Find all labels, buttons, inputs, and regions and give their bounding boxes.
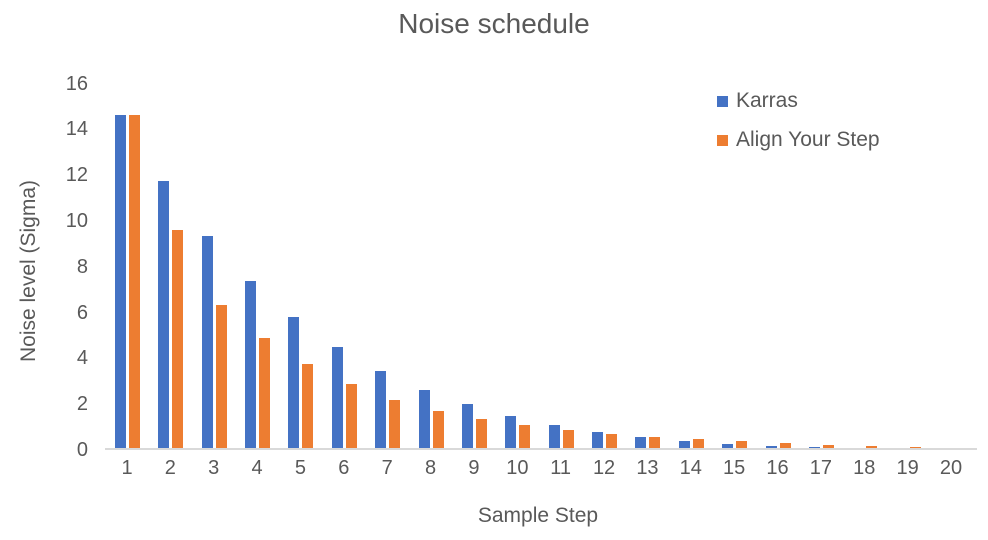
bar-karras-step-8 bbox=[418, 389, 430, 450]
bar-align-your-step-step-17 bbox=[822, 444, 834, 450]
karras-series-swatch-icon bbox=[717, 95, 728, 107]
bar-align-your-step-step-13 bbox=[649, 437, 661, 450]
bar-karras-step-16 bbox=[765, 445, 777, 450]
x-tick-label-16: 16 bbox=[766, 457, 789, 479]
bar-karras-step-4 bbox=[245, 280, 257, 450]
legend: Karras Align Your Step bbox=[717, 89, 880, 168]
legend-item-karras: Karras bbox=[717, 89, 880, 112]
bar-karras-step-7 bbox=[375, 370, 387, 450]
x-tick-label-11: 11 bbox=[550, 457, 572, 479]
x-tick-label-20: 20 bbox=[939, 457, 963, 479]
bar-karras-step-2 bbox=[158, 181, 170, 450]
x-tick-label-12: 12 bbox=[592, 457, 616, 479]
bar-align-your-step-step-10 bbox=[519, 425, 531, 450]
bar-karras-step-1 bbox=[115, 115, 126, 450]
legend-label-karras: Karras bbox=[736, 89, 798, 112]
bar-align-your-step-step-1 bbox=[129, 115, 140, 450]
y-tick-label-8: 8 bbox=[76, 255, 88, 278]
x-tick-label-5: 5 bbox=[294, 457, 307, 479]
y-tick-label-12: 12 bbox=[65, 164, 88, 187]
x-tick-label-19: 19 bbox=[896, 457, 919, 479]
x-tick-label-15: 15 bbox=[723, 457, 746, 479]
x-tick-label-17: 17 bbox=[809, 457, 833, 479]
x-tick-label-10: 10 bbox=[506, 457, 529, 479]
bar-align-your-step-step-5 bbox=[302, 363, 314, 450]
x-tick-label-9: 9 bbox=[468, 457, 480, 479]
x-tick-label-18: 18 bbox=[853, 457, 876, 479]
bar-align-your-step-step-6 bbox=[345, 384, 357, 450]
bar-align-your-step-step-9 bbox=[475, 419, 487, 450]
bar-align-your-step-step-15 bbox=[736, 441, 748, 450]
x-tick-label-14: 14 bbox=[679, 457, 702, 479]
y-tick-label-2: 2 bbox=[76, 393, 88, 416]
bar-karras-step-15 bbox=[722, 443, 734, 450]
x-tick-label-4: 4 bbox=[251, 457, 263, 479]
x-tick-label-6: 6 bbox=[338, 457, 350, 479]
bar-karras-step-9 bbox=[461, 404, 473, 450]
legend-item-align-your-step: Align Your Step bbox=[717, 128, 880, 151]
y-tick-label-0: 0 bbox=[76, 439, 88, 461]
y-tick-label-6: 6 bbox=[76, 301, 88, 324]
bar-align-your-step-step-8 bbox=[432, 410, 444, 450]
x-tick-label-1: 1 bbox=[121, 457, 133, 479]
y-tick-label-10: 10 bbox=[65, 210, 88, 232]
y-tick-label-4: 4 bbox=[76, 347, 88, 370]
chart-title: Noise schedule bbox=[398, 8, 590, 39]
align-your-step-series-swatch-icon bbox=[717, 134, 728, 146]
y-tick-label-16: 16 bbox=[65, 72, 88, 95]
bar-align-your-step-step-4 bbox=[259, 338, 271, 450]
bar-karras-step-6 bbox=[331, 346, 343, 450]
bar-karras-step-10 bbox=[505, 416, 517, 450]
bar-align-your-step-step-2 bbox=[172, 229, 184, 450]
x-tick-label-3: 3 bbox=[208, 457, 220, 479]
x-tick-label-2: 2 bbox=[164, 457, 176, 479]
bar-karras-step-11 bbox=[548, 425, 560, 450]
x-tick-label-7: 7 bbox=[381, 457, 393, 479]
bar-karras-step-5 bbox=[288, 317, 300, 450]
legend-label-align-your-step: Align Your Step bbox=[736, 128, 880, 151]
bar-karras-step-13 bbox=[635, 437, 647, 450]
bar-align-your-step-step-12 bbox=[606, 434, 618, 450]
x-tick-label-8: 8 bbox=[425, 457, 437, 479]
x-axis-title: Sample Step bbox=[477, 504, 599, 527]
bar-align-your-step-step-3 bbox=[215, 305, 227, 450]
bar-align-your-step-step-11 bbox=[562, 430, 574, 450]
bar-align-your-step-step-7 bbox=[389, 400, 401, 450]
x-tick-label-13: 13 bbox=[636, 457, 659, 479]
bar-karras-step-3 bbox=[201, 236, 213, 450]
bar-karras-step-14 bbox=[678, 440, 690, 450]
x-axis-line bbox=[105, 448, 977, 450]
bar-align-your-step-step-14 bbox=[692, 439, 704, 450]
y-tick-label-14: 14 bbox=[65, 118, 88, 141]
bar-karras-step-12 bbox=[592, 431, 604, 450]
bar-align-your-step-step-16 bbox=[779, 443, 791, 450]
